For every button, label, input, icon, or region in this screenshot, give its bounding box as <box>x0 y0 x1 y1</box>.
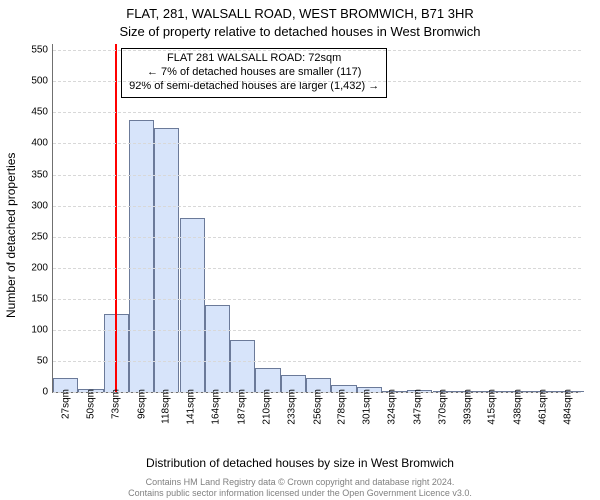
gridline-h <box>53 330 581 331</box>
annotation-line: ← 7% of detached houses are smaller (117… <box>129 66 379 80</box>
ytick-label: 100 <box>31 324 48 335</box>
xtick-label: 484sqm <box>563 389 574 425</box>
xtick-label: 27sqm <box>60 389 71 419</box>
ytick-label: 350 <box>31 169 48 180</box>
xtick-label: 415sqm <box>487 389 498 425</box>
histogram-bar <box>154 128 179 392</box>
ytick-label: 150 <box>31 293 48 304</box>
gridline-h <box>53 237 581 238</box>
ytick-label: 450 <box>31 107 48 118</box>
xtick-label: 438sqm <box>512 389 523 425</box>
histogram-bar <box>205 305 230 392</box>
gridline-h <box>53 299 581 300</box>
footer-line: Contains public sector information licen… <box>0 488 600 498</box>
gridline-h <box>53 361 581 362</box>
xtick-label: 324sqm <box>387 389 398 425</box>
xtick-label: 278sqm <box>336 389 347 425</box>
xtick-label: 256sqm <box>312 389 323 425</box>
footer-line: Contains HM Land Registry data © Crown c… <box>0 477 600 487</box>
xtick-label: 347sqm <box>412 389 423 425</box>
xtick-label: 96sqm <box>136 389 147 419</box>
gridline-h <box>53 206 581 207</box>
gridline-h <box>53 268 581 269</box>
property-marker-line <box>115 44 117 392</box>
ytick-label: 200 <box>31 262 48 273</box>
chart-title-line2: Size of property relative to detached ho… <box>0 24 600 39</box>
ytick-label: 550 <box>31 45 48 56</box>
xtick-label: 370sqm <box>437 389 448 425</box>
histogram-bar <box>129 120 154 392</box>
ytick-label: 400 <box>31 138 48 149</box>
xtick-label: 461sqm <box>538 389 549 425</box>
ytick-label: 300 <box>31 200 48 211</box>
xtick-label: 187sqm <box>236 389 247 425</box>
gridline-h <box>53 81 581 82</box>
ytick-label: 50 <box>37 355 48 366</box>
xtick-label: 233sqm <box>287 389 298 425</box>
chart-title-line1: FLAT, 281, WALSALL ROAD, WEST BROMWICH, … <box>0 6 600 21</box>
ytick-label: 250 <box>31 231 48 242</box>
gridline-h <box>53 50 581 51</box>
xtick-label: 164sqm <box>211 389 222 425</box>
ytick-label: 0 <box>42 387 48 398</box>
xtick-label: 393sqm <box>463 389 474 425</box>
xtick-label: 301sqm <box>362 389 373 425</box>
ytick-label: 500 <box>31 76 48 87</box>
y-axis-label: Number of detached properties <box>4 153 18 318</box>
histogram-bar <box>180 218 205 392</box>
gridline-h <box>53 143 581 144</box>
xtick-label: 210sqm <box>261 389 272 425</box>
annotation-line: FLAT 281 WALSALL ROAD: 72sqm <box>129 52 379 66</box>
x-axis-label: Distribution of detached houses by size … <box>0 456 600 470</box>
plot-area: FLAT 281 WALSALL ROAD: 72sqm← 7% of deta… <box>52 44 581 393</box>
xtick-label: 50sqm <box>85 389 96 419</box>
histogram-bar <box>230 340 255 392</box>
gridline-h <box>53 175 581 176</box>
chart-container: FLAT, 281, WALSALL ROAD, WEST BROMWICH, … <box>0 0 600 500</box>
xtick-label: 73sqm <box>111 389 122 419</box>
footer-attribution: Contains HM Land Registry data © Crown c… <box>0 477 600 498</box>
xtick-label: 141sqm <box>186 389 197 425</box>
gridline-h <box>53 112 581 113</box>
annotation-box: FLAT 281 WALSALL ROAD: 72sqm← 7% of deta… <box>121 48 387 98</box>
xtick-label: 118sqm <box>160 389 171 424</box>
